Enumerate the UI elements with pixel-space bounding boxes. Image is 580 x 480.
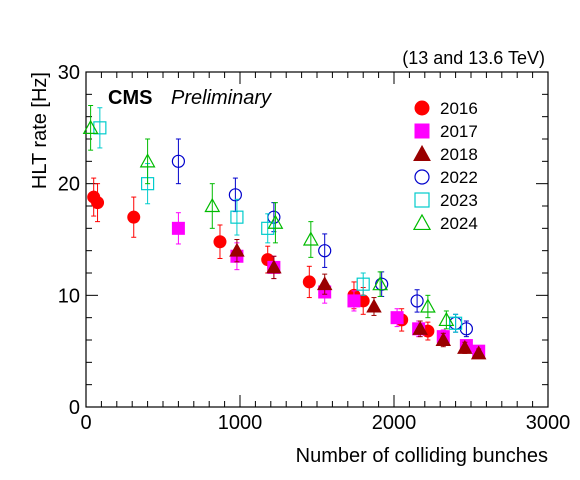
legend-marker-2016 [414,100,430,116]
energy-label: (13 and 13.6 TeV) [402,48,545,68]
legend-marker-2024 [412,213,432,231]
data-point-2022 [410,294,424,308]
legend-marker-2017 [414,123,430,139]
x-axis-title: Number of colliding bunches [296,445,548,467]
legend-marker-2023 [414,192,430,208]
data-point-2023 [230,210,244,224]
data-point-2024 [204,197,221,213]
x-tick-label: 2000 [372,412,417,434]
y-tick-label: 0 [69,397,80,419]
data-point-2016 [213,235,227,249]
data-point-2018 [266,259,282,274]
legend-label-2022: 2022 [440,168,478,187]
data-point-2024 [82,119,99,134]
data-point-2022 [171,154,185,168]
series-2024 [82,105,455,330]
data-point-2017 [171,221,185,235]
data-point-2022 [318,244,332,258]
data-point-2023 [449,316,463,330]
legend-label-2017: 2017 [440,122,478,141]
data-point-2022 [228,188,242,202]
data-point-2016 [127,210,141,224]
y-axis-title: HLT rate [Hz] [29,72,51,189]
legend-label-2024: 2024 [440,214,478,233]
y-tick-label: 20 [58,174,80,196]
x-tick-label: 3000 [526,412,571,434]
legend-marker-2022 [414,169,430,185]
data-point-2018 [457,339,473,354]
data-point-2016 [91,196,105,210]
legend-label-2023: 2023 [440,191,478,210]
plot-area: 0 1000 2000 3000 0 10 20 30 [58,62,571,434]
data-point-2023 [356,277,370,291]
status-label: Preliminary [171,87,272,109]
series-2018 [229,239,487,360]
data-point-2018 [229,242,245,257]
data-point-2024 [139,153,156,168]
data-point-2017 [390,311,404,325]
data-point-2018 [366,298,382,313]
data-point-2016 [302,275,316,289]
experiment-label: CMS [108,87,152,109]
legend-label-2016: 2016 [440,99,478,118]
data-point-2018 [412,320,428,335]
data-point-2024 [438,311,455,327]
x-tick-label: 0 [80,412,91,434]
x-tick-label: 1000 [218,412,263,434]
y-tick-label: 30 [58,62,80,84]
data-point-2024 [372,276,389,291]
data-point-2018 [316,276,333,291]
legend-label-2018: 2018 [440,145,478,164]
data-point-2017 [347,294,361,308]
data-point-2018 [470,345,487,360]
data-point-2018 [435,332,452,347]
data-point-2024 [419,298,436,313]
legend-marker-2018 [413,144,431,161]
series-2016 [87,177,435,341]
y-tick-label: 10 [58,285,80,307]
legend: 2016 2017 2018 2022 2023 2024 [412,99,478,233]
data-point-2024 [302,231,319,246]
data-point-2024 [267,214,284,229]
